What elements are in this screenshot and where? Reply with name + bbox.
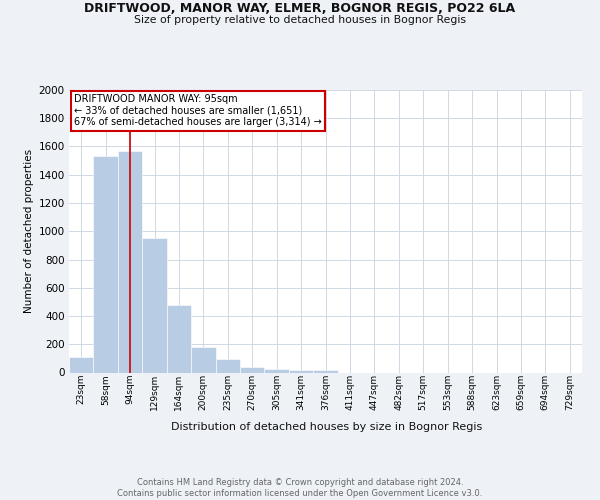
- Text: Size of property relative to detached houses in Bognor Regis: Size of property relative to detached ho…: [134, 15, 466, 25]
- Bar: [289, 370, 313, 372]
- Bar: [142, 238, 167, 372]
- Bar: [191, 347, 215, 372]
- Text: DRIFTWOOD, MANOR WAY, ELMER, BOGNOR REGIS, PO22 6LA: DRIFTWOOD, MANOR WAY, ELMER, BOGNOR REGI…: [85, 2, 515, 16]
- Bar: [265, 368, 289, 372]
- Text: Contains HM Land Registry data © Crown copyright and database right 2024.
Contai: Contains HM Land Registry data © Crown c…: [118, 478, 482, 498]
- Text: DRIFTWOOD MANOR WAY: 95sqm
← 33% of detached houses are smaller (1,651)
67% of s: DRIFTWOOD MANOR WAY: 95sqm ← 33% of deta…: [74, 94, 322, 128]
- Bar: [94, 156, 118, 372]
- Bar: [215, 359, 240, 372]
- Y-axis label: Number of detached properties: Number of detached properties: [25, 149, 34, 314]
- Bar: [69, 357, 94, 372]
- Text: Distribution of detached houses by size in Bognor Regis: Distribution of detached houses by size …: [172, 422, 482, 432]
- Bar: [167, 306, 191, 372]
- Bar: [240, 367, 265, 372]
- Bar: [118, 152, 142, 372]
- Bar: [313, 370, 338, 372]
